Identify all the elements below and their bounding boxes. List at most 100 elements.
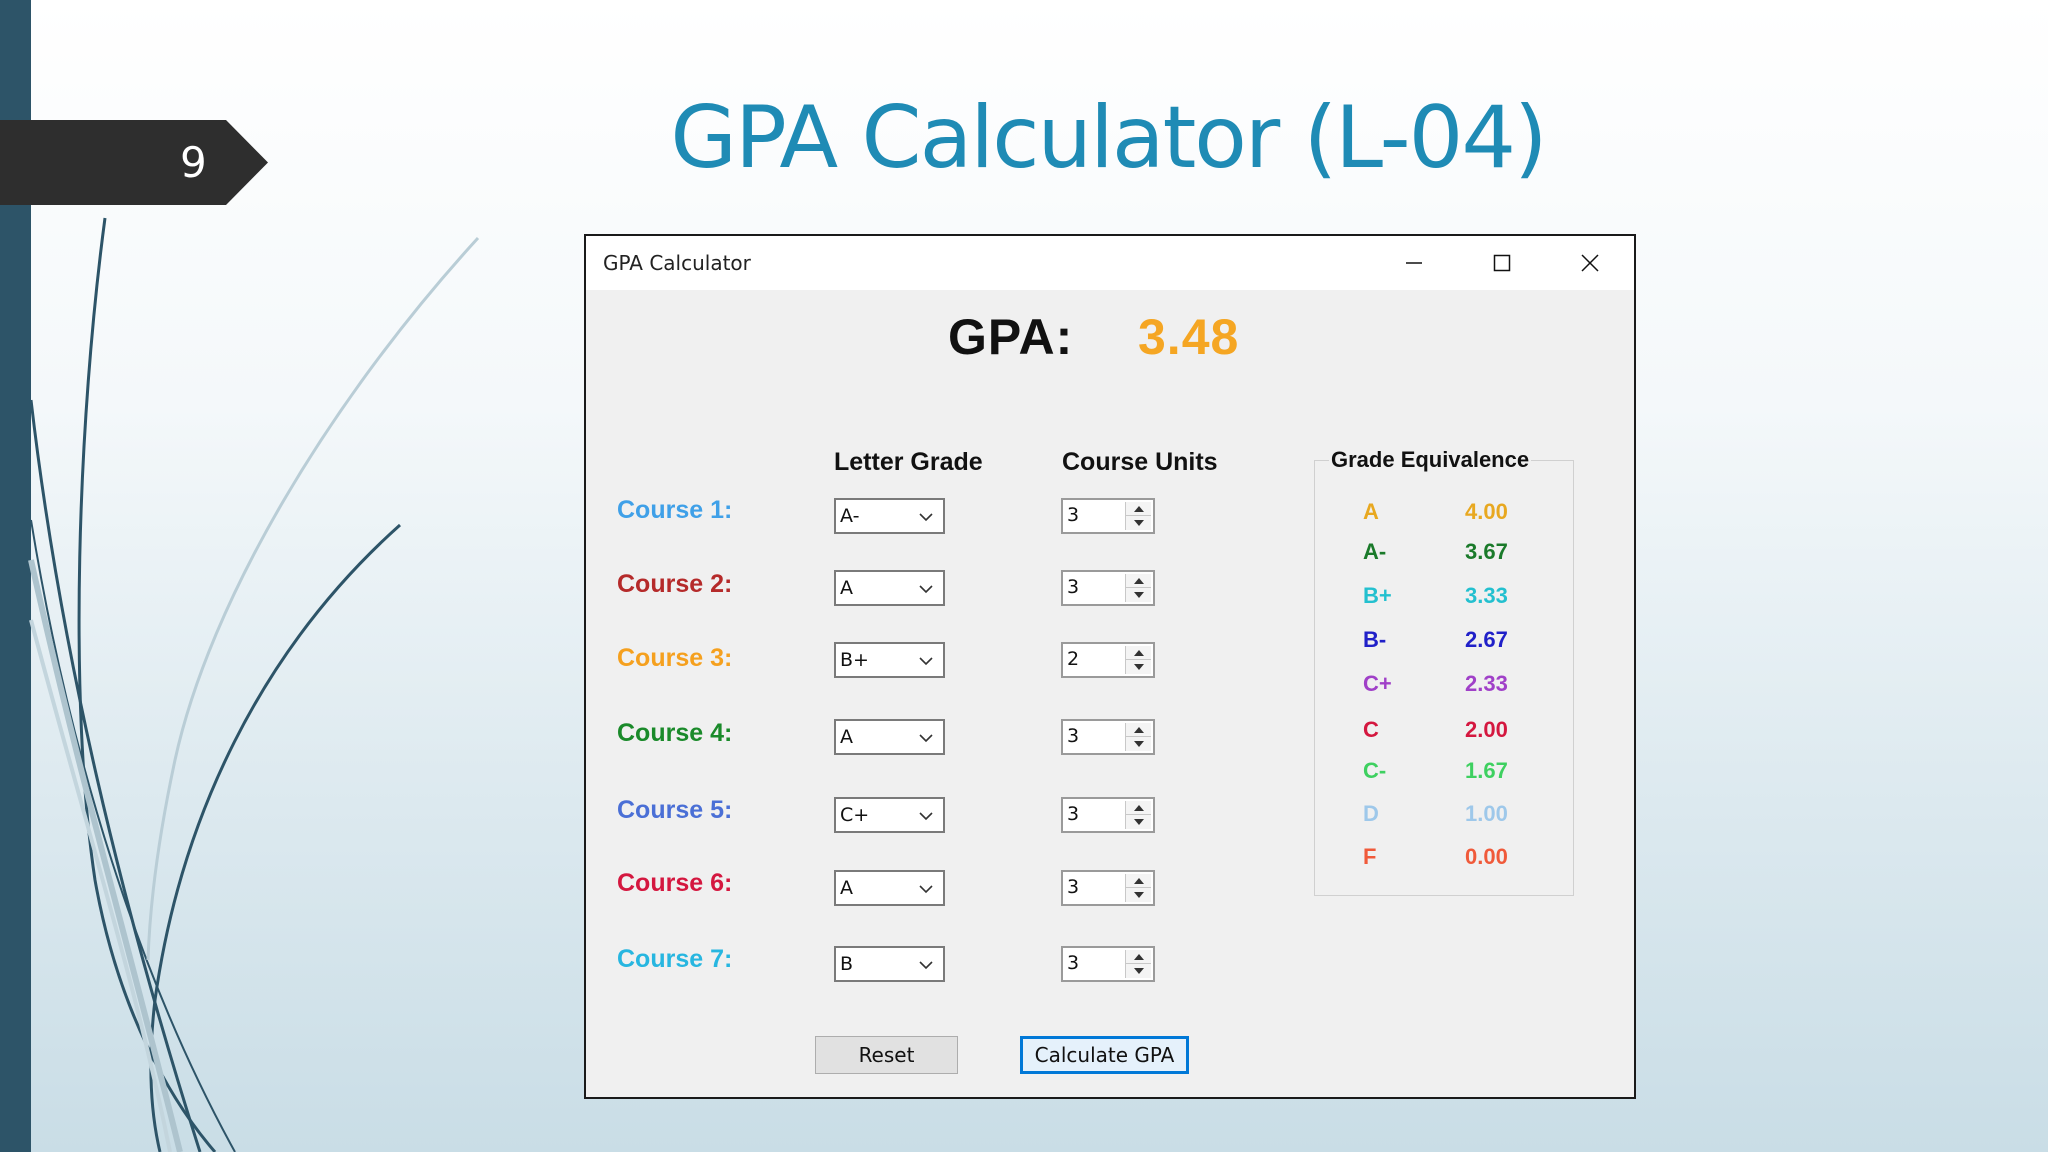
course-1-grade-select[interactable]: A-	[834, 498, 945, 534]
stepper-up-icon[interactable]	[1126, 574, 1151, 588]
grade-equivalence-title: Grade Equivalence	[1329, 447, 1532, 473]
grade-letter: B+	[1363, 583, 1392, 608]
course-5-units-value: 3	[1067, 803, 1080, 825]
chevron-down-icon	[919, 734, 933, 743]
slide-number: 9	[0, 120, 268, 205]
stepper-up-icon[interactable]	[1126, 874, 1151, 888]
stepper-arrows[interactable]	[1125, 801, 1151, 829]
course-3-units-stepper[interactable]: 2	[1061, 642, 1155, 678]
chevron-down-icon	[919, 513, 933, 522]
grade-letter: C	[1363, 717, 1379, 742]
grade-letter: A-	[1363, 539, 1387, 564]
course-7-grade-select[interactable]: B	[834, 946, 945, 982]
grade-points: 1.00	[1465, 801, 1508, 826]
course-5-label: Course 5:	[617, 796, 733, 824]
decorative-swooshes	[28, 217, 480, 1152]
course-7-label: Course 7:	[617, 945, 733, 973]
course-units-header: Course Units	[1062, 448, 1218, 476]
course-4-units-value: 3	[1067, 725, 1080, 747]
grade-equivalence-group: Grade Equivalence A 4.00 A- 3.67 B+ 3.33…	[1314, 447, 1574, 896]
stepper-down-icon[interactable]	[1126, 516, 1151, 530]
grade-points: 4.00	[1465, 499, 1508, 524]
stepper-arrows[interactable]	[1125, 723, 1151, 751]
stepper-arrows[interactable]	[1125, 646, 1151, 674]
course-5-units-stepper[interactable]: 3	[1061, 797, 1155, 833]
stepper-down-icon[interactable]	[1126, 888, 1151, 902]
gpa-label: GPA:	[948, 309, 1074, 365]
slide-title: GPA Calculator (L-04)	[670, 88, 1547, 188]
course-4-units-stepper[interactable]: 3	[1061, 719, 1155, 755]
course-1-grade-value: A-	[840, 505, 860, 527]
course-7-units-value: 3	[1067, 952, 1080, 974]
course-6-grade-select[interactable]: A	[834, 870, 945, 906]
gpa-calculator-window: GPA Calculator GPA: 3.48 Letter Grade Co…	[584, 234, 1636, 1099]
grade-letter: B-	[1363, 627, 1387, 652]
grade-letter: D	[1363, 801, 1379, 826]
maximize-icon	[1493, 254, 1511, 272]
gpa-value: 3.48	[1138, 309, 1240, 365]
course-5-grade-value: C+	[840, 804, 870, 826]
course-1-units-stepper[interactable]: 3	[1061, 498, 1155, 534]
course-3-label: Course 3:	[617, 644, 733, 672]
minimize-button[interactable]	[1370, 236, 1458, 290]
course-3-units-value: 2	[1067, 648, 1080, 670]
minimize-icon	[1406, 262, 1422, 264]
stepper-down-icon[interactable]	[1126, 815, 1151, 829]
chevron-down-icon	[919, 585, 933, 594]
chevron-down-icon	[919, 657, 933, 666]
close-icon	[1581, 254, 1599, 272]
stepper-down-icon[interactable]	[1126, 660, 1151, 674]
course-1-label: Course 1:	[617, 496, 733, 524]
grade-points: 2.67	[1465, 627, 1508, 652]
grade-points: 0.00	[1465, 844, 1508, 869]
course-5-grade-select[interactable]: C+	[834, 797, 945, 833]
course-6-grade-value: A	[840, 877, 853, 899]
course-6-units-value: 3	[1067, 876, 1080, 898]
course-2-grade-value: A	[840, 577, 853, 599]
slide-number-text: 9	[180, 138, 207, 187]
stepper-up-icon[interactable]	[1126, 801, 1151, 815]
window-titlebar: GPA Calculator	[586, 236, 1634, 290]
chevron-down-icon	[919, 961, 933, 970]
grade-points: 3.67	[1465, 539, 1508, 564]
calculate-gpa-button[interactable]: Calculate GPA	[1020, 1036, 1189, 1074]
grade-points: 2.00	[1465, 717, 1508, 742]
stepper-down-icon[interactable]	[1126, 737, 1151, 751]
stepper-up-icon[interactable]	[1126, 723, 1151, 737]
grade-points: 3.33	[1465, 583, 1508, 608]
grade-letter: C-	[1363, 758, 1387, 783]
course-3-grade-value: B+	[840, 649, 869, 671]
letter-grade-header: Letter Grade	[834, 448, 983, 476]
course-4-grade-select[interactable]: A	[834, 719, 945, 755]
stepper-up-icon[interactable]	[1126, 502, 1151, 516]
stepper-up-icon[interactable]	[1126, 646, 1151, 660]
course-6-label: Course 6:	[617, 869, 733, 897]
grade-points: 2.33	[1465, 671, 1508, 696]
course-2-units-stepper[interactable]: 3	[1061, 570, 1155, 606]
course-4-grade-value: A	[840, 726, 853, 748]
grade-letter: C+	[1363, 671, 1392, 696]
reset-button[interactable]: Reset	[815, 1036, 958, 1074]
stepper-arrows[interactable]	[1125, 950, 1151, 978]
window-title: GPA Calculator	[603, 251, 751, 275]
stepper-down-icon[interactable]	[1126, 588, 1151, 602]
grade-letter: F	[1363, 844, 1377, 869]
course-4-label: Course 4:	[617, 719, 733, 747]
course-3-grade-select[interactable]: B+	[834, 642, 945, 678]
maximize-button[interactable]	[1458, 236, 1546, 290]
stepper-arrows[interactable]	[1125, 874, 1151, 902]
grade-letter: A	[1363, 499, 1379, 524]
close-button[interactable]	[1546, 236, 1634, 290]
stepper-arrows[interactable]	[1125, 574, 1151, 602]
chevron-down-icon	[919, 812, 933, 821]
stepper-up-icon[interactable]	[1126, 950, 1151, 964]
grade-points: 1.67	[1465, 758, 1508, 783]
course-7-grade-value: B	[840, 953, 854, 975]
course-2-label: Course 2:	[617, 570, 733, 598]
stepper-arrows[interactable]	[1125, 502, 1151, 530]
course-7-units-stepper[interactable]: 3	[1061, 946, 1155, 982]
stepper-down-icon[interactable]	[1126, 964, 1151, 978]
course-2-grade-select[interactable]: A	[834, 570, 945, 606]
course-2-units-value: 3	[1067, 576, 1080, 598]
course-6-units-stepper[interactable]: 3	[1061, 870, 1155, 906]
